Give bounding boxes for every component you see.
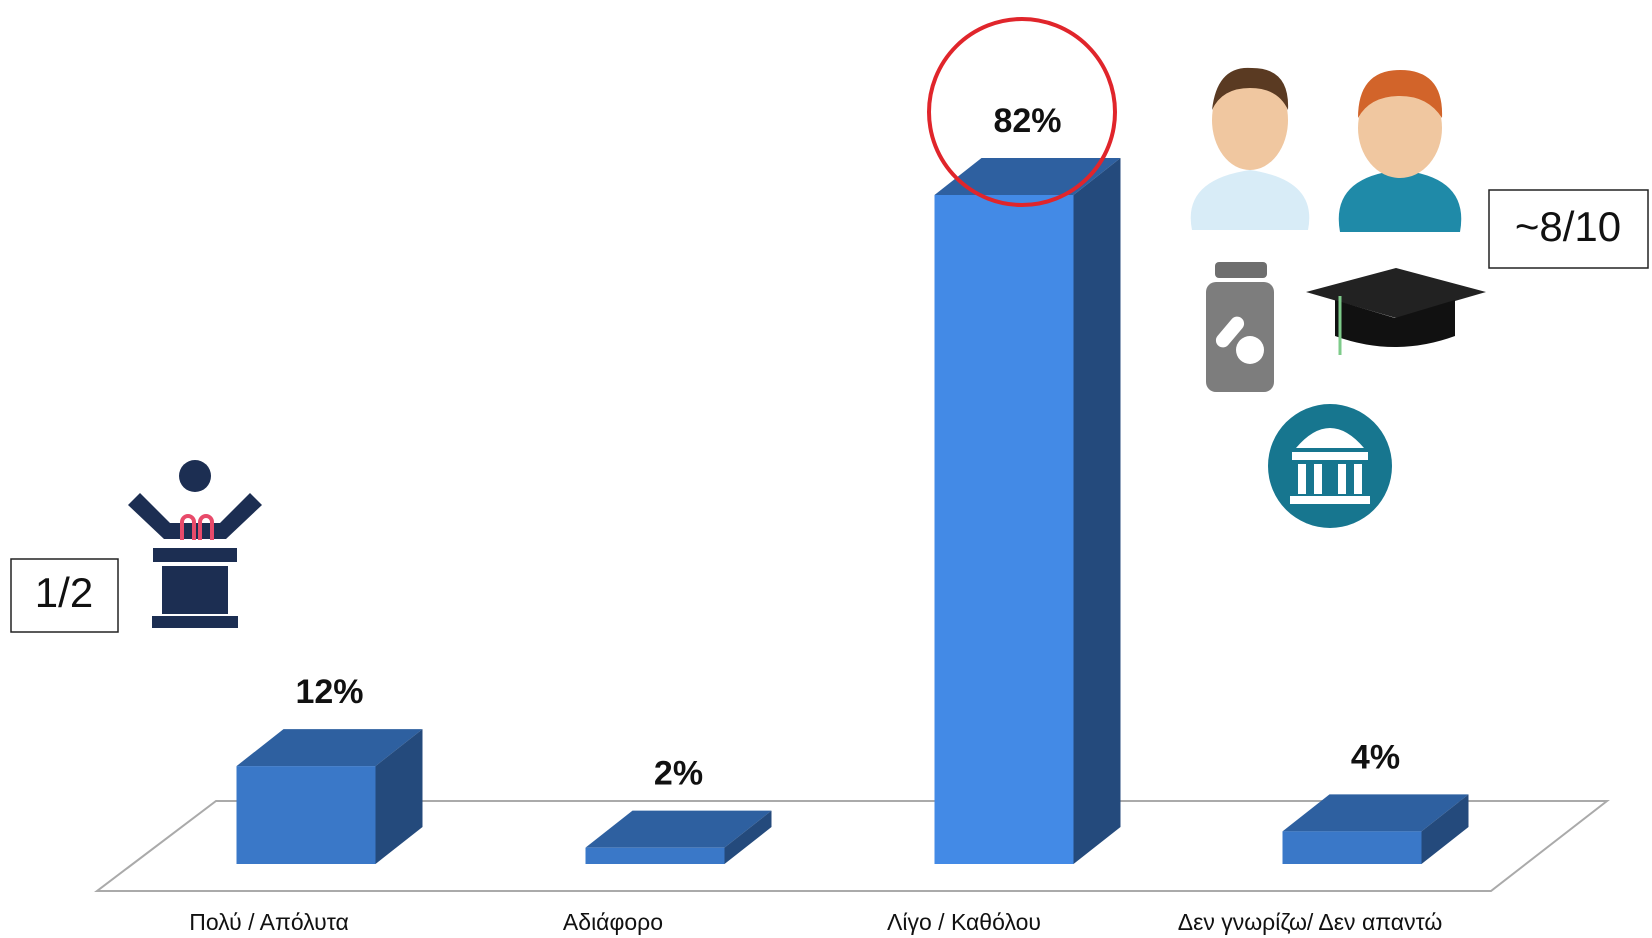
speaker-icon	[128, 460, 262, 628]
person-icon	[1338, 70, 1462, 232]
government-icon	[1268, 404, 1392, 528]
bar-side	[724, 810, 772, 864]
annotation-box	[1488, 189, 1649, 269]
category-label: Πολύ / Απόλυτα	[189, 909, 349, 935]
value-label: 4%	[1351, 738, 1400, 776]
doctor-icon	[1190, 67, 1310, 230]
value-label: 82%	[993, 102, 1061, 140]
category-label: Δεν γνωρίζω/ Δεν απαντώ	[1178, 909, 1443, 935]
bar-top	[236, 729, 423, 767]
graduation-cap-icon	[1306, 268, 1486, 355]
bar-side	[1073, 158, 1121, 864]
annotation-box	[10, 558, 119, 633]
annotation: ~8/10	[1515, 203, 1621, 250]
pill-bottle-icon	[1206, 262, 1274, 392]
floor	[94, 800, 1610, 892]
annotation: 1/2	[35, 569, 93, 616]
category-label: Λίγο / Καθόλου	[887, 909, 1041, 935]
category-label: Αδιάφορο	[563, 909, 663, 935]
bar	[236, 766, 376, 864]
bar	[934, 195, 1074, 864]
highlight-circle	[927, 17, 1117, 207]
bar-top	[585, 810, 772, 848]
value-label: 12%	[295, 673, 363, 711]
bar	[585, 847, 725, 864]
value-label: 2%	[654, 755, 703, 793]
bar-top	[1282, 794, 1469, 832]
bar-side	[1421, 794, 1469, 864]
bar-top	[934, 158, 1121, 195]
bar	[1282, 831, 1422, 864]
bar-side	[375, 729, 423, 864]
